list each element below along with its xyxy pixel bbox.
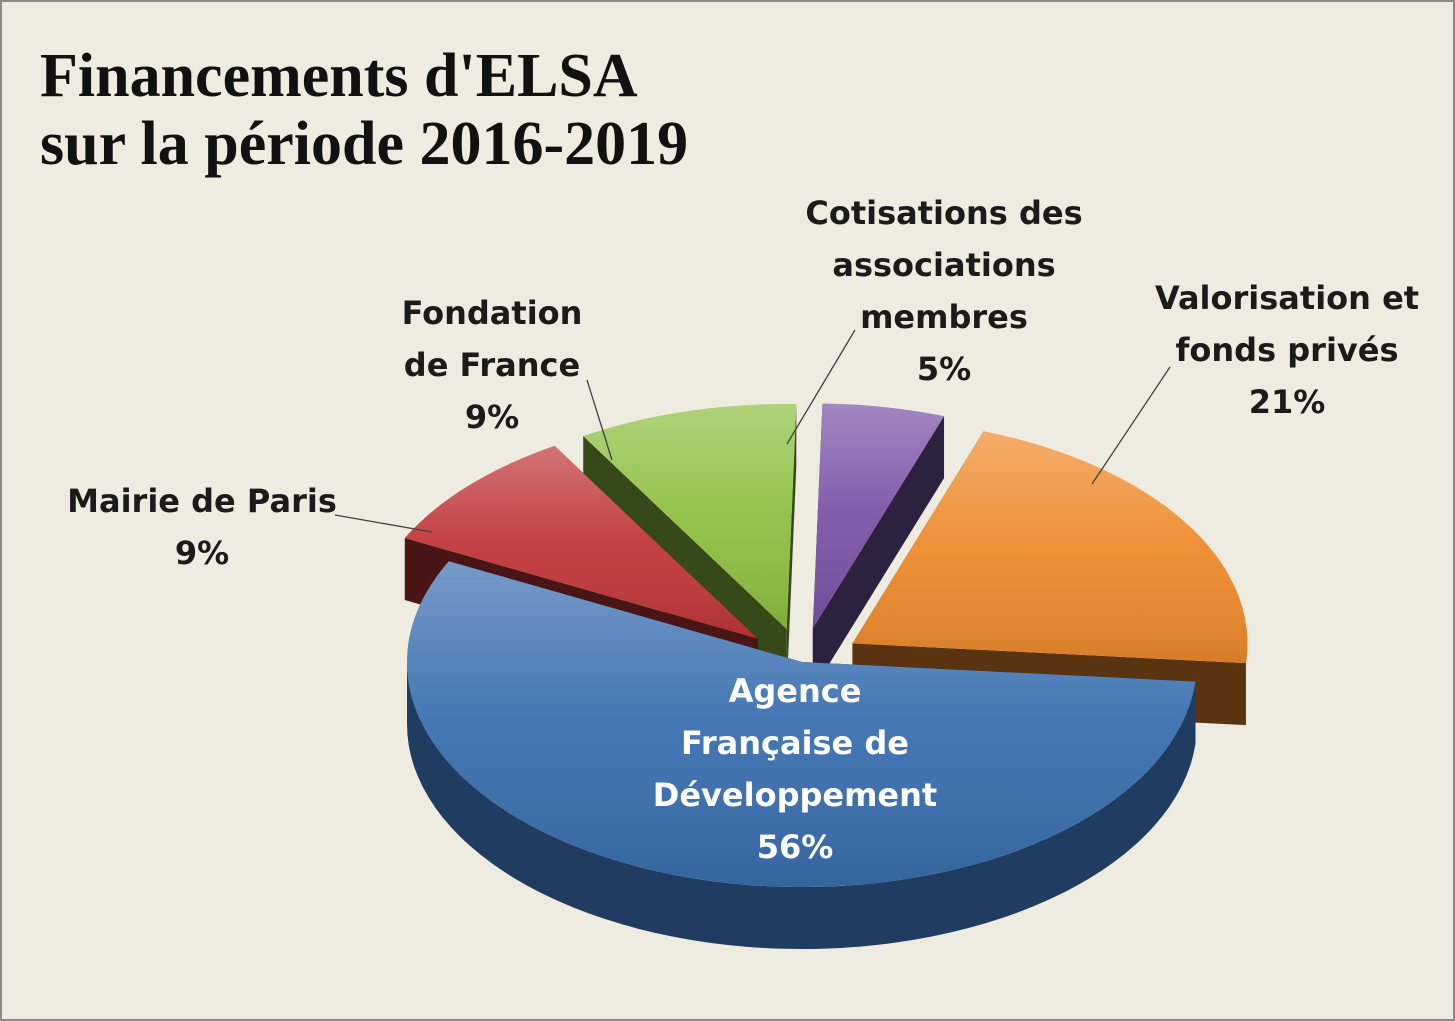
data-label-value: 9% (174, 534, 230, 572)
pie-slice-sheen (812, 403, 945, 629)
data-label: Agence Française de Développement 56% (615, 665, 975, 873)
data-label-name: Française de (681, 724, 909, 762)
data-label-value: 9% (464, 398, 520, 436)
data-label-name: Agence (728, 672, 862, 710)
leader-lines (334, 329, 1171, 533)
slice-cut-face (786, 404, 797, 691)
data-label: Valorisation et fonds privés 21% (1107, 272, 1453, 428)
chart-title: Financements d'ELSA sur la période 2016-… (40, 42, 688, 178)
data-label: Cotisations des associations membres 5% (764, 187, 1124, 395)
leader-line (786, 329, 856, 445)
data-label-value: 5% (916, 350, 972, 388)
data-label-name: Fondation (401, 294, 583, 332)
leader-line (334, 514, 433, 533)
data-label-name: fonds privés (1175, 331, 1399, 369)
data-label: Fondation de France 9% (312, 287, 672, 443)
data-label-name: Mairie de Paris (67, 482, 337, 520)
pie-tops (404, 403, 1248, 888)
pie-slice-sheen (583, 403, 797, 629)
chart-title-line: Financements d'ELSA (40, 42, 638, 110)
data-label-name: Cotisations des (805, 194, 1083, 232)
pie-slice-sheen (404, 445, 758, 639)
chart-title-line: sur la période 2016-2019 (40, 110, 689, 178)
pie-slice-sheen (852, 431, 1248, 664)
data-label-name: membres (860, 298, 1028, 336)
leader-line (1091, 366, 1171, 485)
data-label: Mairie de Paris 9% (22, 475, 382, 579)
slice-side-wall (406, 662, 1196, 950)
leader-line (586, 379, 613, 461)
data-label-name: Développement (652, 776, 938, 814)
data-label-name: associations (832, 246, 1056, 284)
data-label-value: 21% (1248, 383, 1326, 421)
data-label-name: Valorisation et (1154, 279, 1420, 317)
data-label-name: de France (403, 346, 581, 384)
data-label-value: 56% (756, 828, 834, 866)
slice-cut-face (812, 416, 945, 691)
pie-slice-sheen (407, 561, 1196, 888)
